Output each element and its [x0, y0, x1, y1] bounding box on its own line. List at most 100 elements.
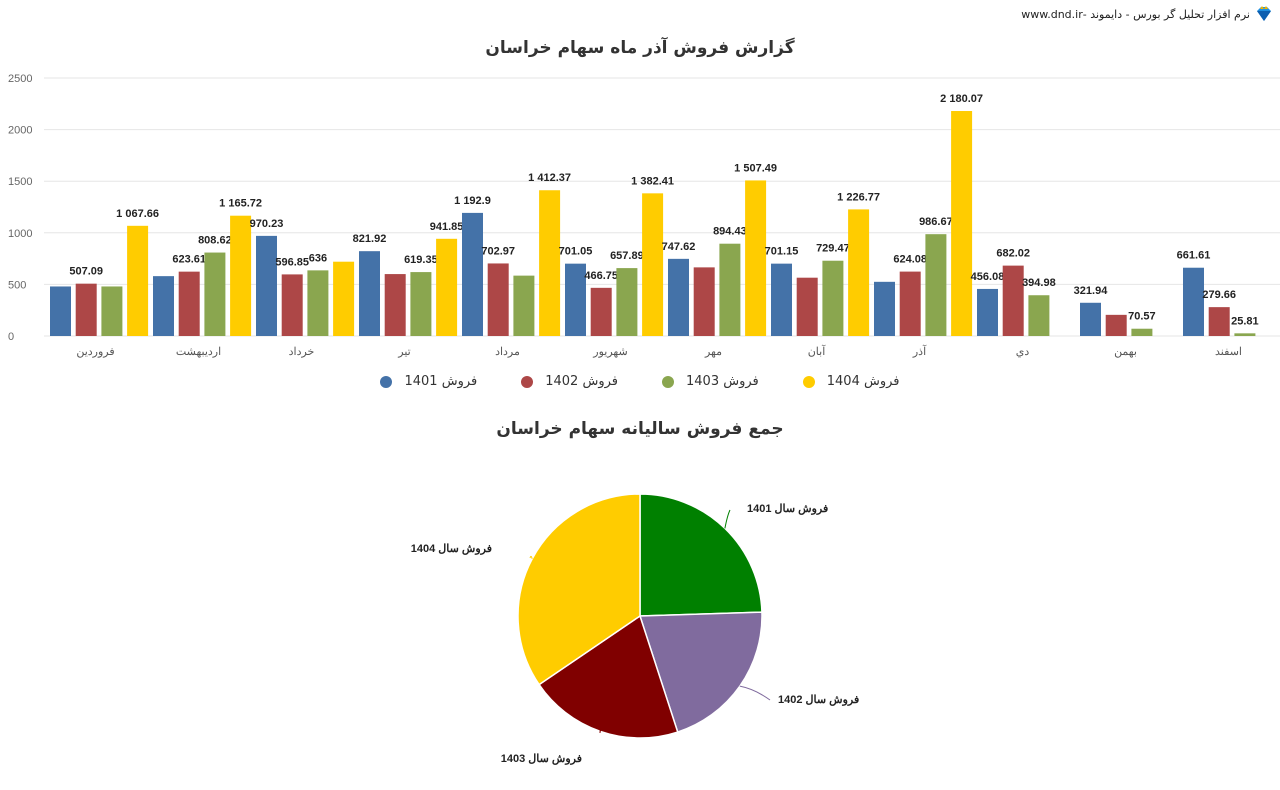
- bar[interactable]: [977, 288, 998, 336]
- bar[interactable]: [822, 260, 844, 336]
- legend-dot-icon: [802, 375, 815, 388]
- bar[interactable]: [204, 252, 226, 336]
- bar[interactable]: [874, 281, 895, 336]
- bar[interactable]: [127, 225, 149, 336]
- bar-value-label: 623.61: [172, 254, 206, 266]
- legend-item-1404[interactable]: فروش 1404: [802, 374, 900, 389]
- bar[interactable]: [925, 234, 947, 336]
- bar-value-label: 821.92: [353, 233, 387, 245]
- legend-dot-icon: [521, 375, 534, 388]
- bar[interactable]: [513, 275, 535, 336]
- bar[interactable]: [693, 267, 715, 336]
- bar-value-label: 279.66: [1202, 289, 1236, 301]
- bar[interactable]: [539, 190, 561, 336]
- bar[interactable]: [178, 271, 200, 336]
- bar-value-label: 808.62: [198, 235, 232, 247]
- bar[interactable]: [642, 193, 664, 336]
- bar-value-label: 702.97: [481, 245, 515, 257]
- pie-leader-line: [724, 509, 731, 529]
- brand-text: نرم افزار تحلیل گر بورس - دایموند -www.d…: [1021, 7, 1250, 21]
- x-tick-label: مهر: [704, 346, 722, 358]
- bar[interactable]: [75, 283, 97, 336]
- bar[interactable]: [796, 277, 818, 336]
- bar-value-label: 682.02: [996, 248, 1030, 260]
- bar[interactable]: [50, 286, 71, 336]
- pie-slice[interactable]: [639, 493, 763, 617]
- bar[interactable]: [668, 258, 689, 336]
- bar-value-label: 624.08: [893, 254, 927, 266]
- y-tick-label: 2000: [8, 125, 32, 137]
- bar[interactable]: [333, 261, 355, 336]
- bar[interactable]: [848, 209, 870, 336]
- bar-value-label: 970.23: [250, 218, 284, 230]
- bar[interactable]: [1028, 295, 1050, 336]
- bar-value-label: 394.98: [1022, 277, 1056, 289]
- legend-label: فروش 1403: [686, 374, 759, 389]
- bar[interactable]: [590, 287, 612, 336]
- y-tick-label: 2500: [8, 73, 32, 85]
- bar[interactable]: [1183, 267, 1204, 336]
- pie-slice-label: فروش سال 1403: [501, 753, 582, 765]
- x-tick-label: آبان: [808, 345, 826, 358]
- bar[interactable]: [1080, 302, 1101, 336]
- x-tick-label: دي: [1016, 346, 1030, 358]
- y-tick-label: 500: [8, 279, 26, 291]
- bar-value-label: 507.09: [69, 266, 103, 278]
- bar[interactable]: [616, 268, 638, 336]
- bar[interactable]: [230, 215, 252, 336]
- bar[interactable]: [1131, 328, 1153, 336]
- bar[interactable]: [487, 263, 509, 336]
- bar[interactable]: [410, 272, 432, 336]
- bar-value-label: 321.94: [1074, 285, 1109, 297]
- bar-value-label: 1 067.66: [116, 208, 159, 220]
- bar[interactable]: [307, 270, 329, 336]
- bar-value-label: 2 180.07: [940, 93, 983, 105]
- bar-value-label: 70.57: [1128, 311, 1156, 323]
- bar[interactable]: [771, 263, 792, 336]
- bar[interactable]: [565, 263, 586, 336]
- y-tick-label: 1500: [8, 176, 32, 188]
- bar-value-label: 636: [309, 252, 327, 264]
- x-tick-label: اردیبهشت: [176, 346, 221, 358]
- bar[interactable]: [1234, 333, 1256, 336]
- legend-item-1402[interactable]: فروش 1402: [521, 374, 618, 389]
- bar[interactable]: [101, 286, 123, 336]
- x-tick-label: خرداد: [289, 346, 315, 358]
- bar[interactable]: [153, 276, 174, 336]
- x-tick-label: اسفند: [1215, 346, 1242, 358]
- bar[interactable]: [436, 238, 458, 336]
- pie-slice-label: فروش سال 1401: [747, 503, 828, 515]
- x-tick-label: شهریور: [592, 346, 627, 358]
- bar[interactable]: [1002, 265, 1024, 336]
- pie-slice[interactable]: [517, 493, 641, 686]
- bar-value-label: 619.35: [404, 254, 438, 266]
- pie-slice-label: فروش سال 1404: [411, 543, 492, 555]
- pie-leader-line: [529, 555, 533, 560]
- bar[interactable]: [899, 271, 921, 336]
- legend-label: فروش 1404: [826, 374, 900, 389]
- bar[interactable]: [745, 180, 767, 336]
- bar[interactable]: [1208, 307, 1230, 336]
- legend-item-1401[interactable]: فروش 1401: [380, 374, 477, 389]
- legend-dot-icon: [380, 375, 393, 388]
- bar-value-label: 986.67: [919, 216, 953, 228]
- bar-value-label: 25.81: [1231, 315, 1259, 327]
- bar[interactable]: [384, 274, 406, 336]
- brand-header: نرم افزار تحلیل گر بورس - دایموند -www.d…: [1021, 6, 1274, 22]
- bar[interactable]: [951, 111, 973, 336]
- bar[interactable]: [359, 251, 380, 336]
- y-tick-label: 0: [8, 331, 14, 343]
- bar-value-label: 596.85: [275, 256, 309, 268]
- bar-value-label: 1 192.9: [454, 195, 491, 207]
- bar[interactable]: [281, 274, 303, 336]
- bar-value-label: 1 226.77: [837, 191, 880, 203]
- bar[interactable]: [719, 243, 741, 336]
- bar[interactable]: [462, 212, 483, 336]
- pie-slice-label: فروش سال 1402: [778, 694, 859, 706]
- pie-chart-title: جمع فروش سالیانه سهام خراسان: [496, 419, 784, 439]
- bar[interactable]: [1105, 314, 1127, 336]
- bar-value-label: 894.43: [713, 226, 747, 238]
- bar[interactable]: [256, 235, 277, 336]
- legend-item-1403[interactable]: فروش 1403: [662, 374, 759, 389]
- x-tick-label: آذر: [912, 345, 927, 358]
